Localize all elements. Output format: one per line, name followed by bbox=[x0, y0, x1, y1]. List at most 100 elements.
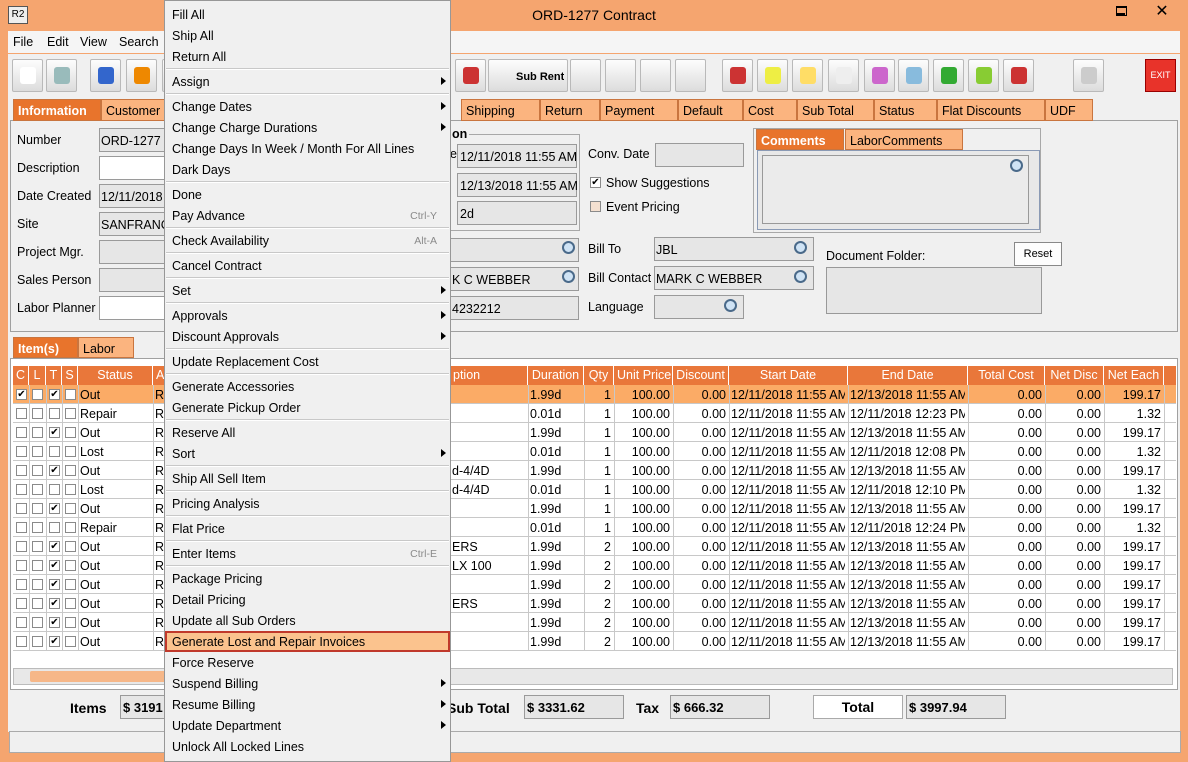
column-header[interactable]: Status bbox=[78, 366, 153, 385]
menu-item[interactable]: Discount Approvals bbox=[165, 326, 450, 347]
menu-item[interactable]: Check Availability Alt-A bbox=[165, 230, 450, 251]
tab[interactable]: Labor bbox=[78, 337, 134, 358]
menu-item[interactable]: Update Department bbox=[165, 715, 450, 736]
checkbox[interactable] bbox=[590, 201, 601, 212]
checkbox[interactable] bbox=[32, 617, 43, 628]
menu-item[interactable]: Change Dates bbox=[165, 96, 450, 117]
menu-item[interactable]: Package Pricing bbox=[165, 568, 450, 589]
checkbox[interactable] bbox=[16, 522, 27, 533]
checkbox[interactable]: ✔ bbox=[49, 465, 60, 476]
tab[interactable]: Comments bbox=[756, 129, 844, 150]
menu-item[interactable]: Update Replacement Cost bbox=[165, 351, 450, 372]
text-field[interactable]: ORD-1277 bbox=[99, 128, 169, 152]
column-header[interactable]: C bbox=[13, 366, 29, 385]
checkbox[interactable] bbox=[32, 427, 43, 438]
toolbar-button[interactable] bbox=[792, 59, 823, 92]
checkbox[interactable] bbox=[49, 522, 60, 533]
checkbox[interactable] bbox=[65, 617, 76, 628]
toolbar-button[interactable] bbox=[90, 59, 121, 92]
checkbox[interactable]: ✔ bbox=[49, 579, 60, 590]
toolbar-button[interactable] bbox=[126, 59, 157, 92]
column-header[interactable]: S bbox=[62, 366, 78, 385]
checkbox[interactable] bbox=[65, 465, 76, 476]
checkbox[interactable] bbox=[32, 446, 43, 457]
toolbar-button[interactable] bbox=[605, 59, 636, 92]
search-icon[interactable] bbox=[562, 241, 575, 254]
checkbox[interactable] bbox=[16, 598, 27, 609]
menu-item[interactable]: Cancel Contract bbox=[165, 255, 450, 276]
tab[interactable]: UDF bbox=[1045, 99, 1093, 121]
column-header[interactable]: Unit Price bbox=[614, 366, 673, 385]
checkbox[interactable]: ✔ bbox=[49, 598, 60, 609]
toolbar-button[interactable] bbox=[898, 59, 929, 92]
tab[interactable]: Default bbox=[678, 99, 743, 121]
checkbox[interactable]: ✔ bbox=[49, 617, 60, 628]
checkbox[interactable] bbox=[32, 389, 43, 400]
checkbox[interactable] bbox=[65, 427, 76, 438]
text-field[interactable]: K C WEBBER bbox=[440, 267, 579, 291]
tab[interactable]: Customer bbox=[101, 99, 165, 121]
checkbox[interactable]: ✔ bbox=[49, 427, 60, 438]
maximize-button[interactable] bbox=[1116, 6, 1127, 16]
checkbox[interactable] bbox=[32, 503, 43, 514]
menu-item[interactable]: Flat Price bbox=[165, 518, 450, 539]
search-icon[interactable] bbox=[724, 299, 737, 312]
checkbox[interactable] bbox=[32, 579, 43, 590]
column-header[interactable]: Discount bbox=[673, 366, 729, 385]
checkbox[interactable] bbox=[65, 484, 76, 495]
toolbar-button[interactable] bbox=[570, 59, 601, 92]
checkbox[interactable]: ✔ bbox=[49, 541, 60, 552]
menu-item[interactable]: Force Reserve bbox=[165, 652, 450, 673]
menu-item[interactable]: Pay Advance Ctrl-Y bbox=[165, 205, 450, 226]
search-icon[interactable] bbox=[794, 270, 807, 283]
checkbox[interactable]: ✔ bbox=[49, 389, 60, 400]
exit-button[interactable]: EXIT bbox=[1145, 59, 1176, 92]
checkbox[interactable] bbox=[65, 560, 76, 571]
text-field[interactable]: JBL bbox=[654, 237, 814, 261]
menu-item[interactable]: Set bbox=[165, 280, 450, 301]
text-field[interactable]: MARK C WEBBER bbox=[654, 266, 814, 290]
checkbox[interactable] bbox=[16, 636, 27, 647]
toolbar-button[interactable] bbox=[722, 59, 753, 92]
text-field[interactable] bbox=[99, 268, 169, 292]
menu-item[interactable]: Detail Pricing bbox=[165, 589, 450, 610]
menu-item[interactable]: Return All bbox=[165, 46, 450, 67]
toolbar-button[interactable] bbox=[640, 59, 671, 92]
search-icon[interactable] bbox=[562, 270, 575, 283]
checkbox[interactable] bbox=[16, 484, 27, 495]
tab[interactable]: Sub Total bbox=[797, 99, 874, 121]
reset-button[interactable]: Reset bbox=[1014, 242, 1062, 266]
tab[interactable]: Status bbox=[874, 99, 937, 121]
tab[interactable]: Information bbox=[13, 99, 101, 121]
checkbox[interactable] bbox=[32, 560, 43, 571]
checkbox[interactable] bbox=[49, 408, 60, 419]
menu-item[interactable]: Update all Sub Orders bbox=[165, 610, 450, 631]
checkbox[interactable] bbox=[16, 617, 27, 628]
checkbox[interactable] bbox=[16, 560, 27, 571]
checkbox[interactable]: ✔ bbox=[49, 636, 60, 647]
menu-item[interactable]: Assign bbox=[165, 71, 450, 92]
checkbox[interactable] bbox=[49, 484, 60, 495]
menu-item[interactable]: Approvals bbox=[165, 305, 450, 326]
toolbar-button[interactable] bbox=[1073, 59, 1104, 92]
column-header[interactable]: T bbox=[46, 366, 62, 385]
menu-item[interactable]: View bbox=[80, 35, 107, 49]
menu-item[interactable]: Sort bbox=[165, 443, 450, 464]
search-icon[interactable] bbox=[1010, 159, 1023, 172]
menu-item[interactable]: Fill All bbox=[165, 4, 450, 25]
toolbar-button[interactable] bbox=[46, 59, 77, 92]
checkbox[interactable] bbox=[65, 541, 76, 552]
column-header[interactable]: L bbox=[29, 366, 46, 385]
toolbar-button[interactable] bbox=[1003, 59, 1034, 92]
checkbox[interactable] bbox=[32, 598, 43, 609]
close-button[interactable]: ✕ bbox=[1155, 3, 1169, 20]
checkbox[interactable] bbox=[16, 503, 27, 514]
comments-text[interactable] bbox=[762, 155, 1029, 224]
menu-item[interactable]: Enter Items Ctrl-E bbox=[165, 543, 450, 564]
text-field[interactable]: 12/11/2018 11:55 AM bbox=[457, 144, 577, 168]
checkbox[interactable]: ✔ bbox=[49, 560, 60, 571]
menu-item[interactable]: Ship All bbox=[165, 25, 450, 46]
text-field[interactable]: 4232212 bbox=[440, 296, 579, 320]
tab[interactable]: Return bbox=[540, 99, 600, 121]
text-field[interactable]: SANFRANC bbox=[99, 212, 170, 236]
